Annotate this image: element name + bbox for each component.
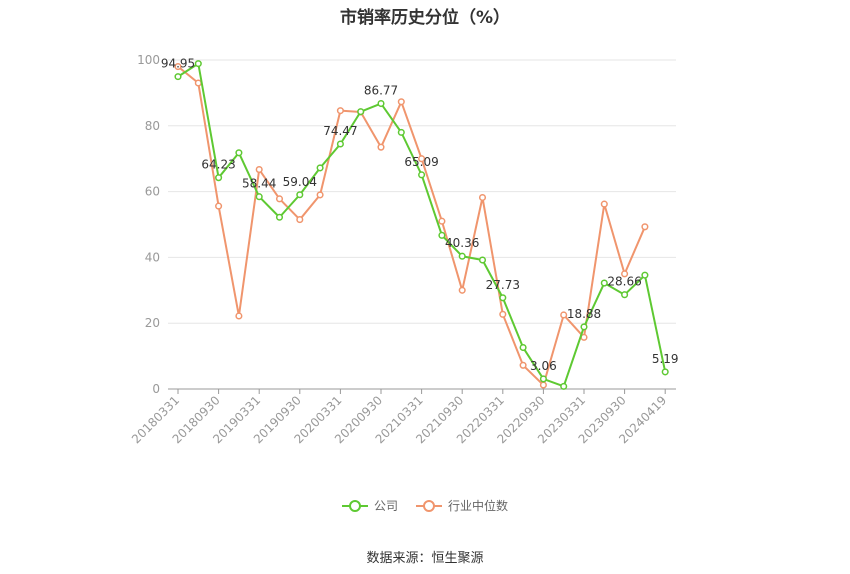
source-note: 数据来源：恒生聚源 (366, 551, 484, 566)
data-point-1 (458, 286, 466, 294)
data-label: 5.19 (652, 352, 679, 366)
data-point-0 (519, 343, 527, 352)
data-point-0 (458, 252, 466, 260)
data-point-0 (621, 291, 629, 299)
data-point-1 (336, 107, 344, 115)
legend-item-company[interactable]: 公司 (341, 497, 398, 514)
data-point-1 (174, 63, 182, 71)
chart-title: 市销率历史分位（%） (339, 8, 511, 28)
legend-item-industry-median[interactable]: 行业中位数 (416, 497, 508, 514)
data-point-1 (418, 155, 426, 163)
legend-swatch-company (341, 499, 368, 513)
data-point-0 (316, 164, 324, 172)
y-tick-label: 100 (137, 53, 160, 67)
data-point-0 (357, 108, 365, 116)
data-point-0 (235, 149, 243, 157)
data-point-1 (621, 270, 629, 278)
legend-swatch-industry-median (416, 499, 442, 513)
data-point-1 (560, 311, 568, 319)
data-label: 74.47 (323, 124, 357, 138)
data-point-1 (519, 361, 527, 369)
legend: 公司 行业中位数 (0, 497, 850, 514)
data-point-1 (377, 143, 385, 151)
data-point-0 (296, 191, 304, 199)
data-labels: 94.95 64.23 58.44 59.04 74.47 86.77 65.09 40.36… (161, 57, 679, 373)
data-label: 86.77 (364, 84, 398, 98)
data-point-0 (478, 256, 487, 264)
data-label: 3.06 (530, 359, 557, 373)
data-label: 18.88 (567, 307, 601, 321)
data-label: 59.04 (283, 175, 317, 189)
data-point-1 (235, 312, 243, 320)
data-point-0 (600, 279, 608, 287)
y-tick-label: 60 (145, 185, 160, 199)
data-point-0 (377, 99, 385, 108)
data-point-1 (641, 223, 649, 231)
data-point-1 (215, 202, 223, 210)
data-point-1 (438, 217, 446, 225)
data-label: 58.44 (242, 177, 276, 191)
data-point-1 (275, 195, 284, 203)
data-label: 64.23 (201, 158, 235, 172)
data-point-1 (600, 200, 608, 208)
y-tick-label: 80 (145, 119, 160, 133)
data-label: 27.73 (486, 278, 520, 292)
y-tick-label: 40 (145, 250, 160, 264)
axes: 0204060801002018033120180930201903312019… (129, 53, 676, 446)
data-label: 94.95 (161, 57, 195, 71)
data-point-0 (560, 382, 568, 390)
data-point-1 (478, 193, 487, 202)
data-point-0 (539, 375, 547, 383)
legend-label-industry-median: 行业中位数 (448, 499, 509, 513)
data-point-0 (499, 294, 507, 302)
data-point-0 (641, 271, 649, 279)
data-point-0 (255, 193, 263, 201)
data-point-0 (418, 171, 426, 179)
legend-label-company: 公司 (373, 499, 398, 513)
data-point-0 (215, 174, 223, 182)
data-point-1 (397, 98, 405, 106)
data-point-0 (275, 213, 284, 221)
data-point-1 (296, 216, 304, 224)
data-point-1 (255, 166, 263, 174)
data-point-0 (661, 368, 669, 376)
data-label: 28.66 (607, 275, 641, 289)
grid-lines (168, 59, 676, 324)
data-label: 40.36 (445, 236, 479, 250)
data-point-1 (194, 79, 202, 87)
data-point-0 (336, 140, 344, 148)
series-line-1 (177, 65, 646, 387)
y-tick-label: 0 (152, 382, 160, 396)
data-point-1 (539, 381, 547, 389)
data-point-0 (194, 60, 202, 68)
data-label: 65.09 (404, 155, 438, 169)
data-point-1 (499, 310, 507, 318)
y-tick-label: 20 (145, 316, 160, 330)
data-point-0 (397, 128, 405, 136)
data-point-0 (580, 323, 588, 331)
data-point-0 (174, 73, 182, 81)
data-point-1 (316, 191, 324, 199)
series (174, 60, 669, 390)
data-point-0 (438, 231, 446, 239)
